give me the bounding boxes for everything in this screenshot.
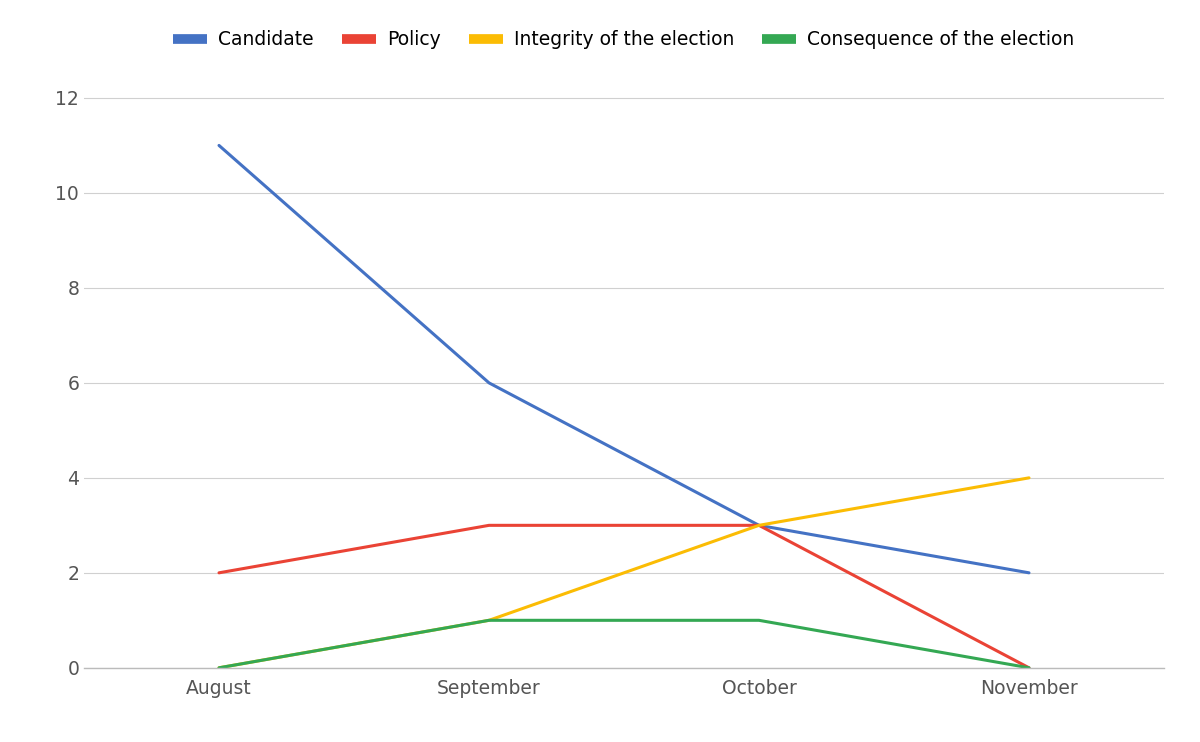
- Line: Integrity of the election: Integrity of the election: [220, 478, 1030, 668]
- Candidate: [751, 521, 767, 530]
- Consequence of the election: [482, 616, 497, 625]
- Integrity of the election: [1022, 473, 1037, 482]
- Policy: [212, 568, 227, 577]
- Integrity of the election: [751, 521, 767, 530]
- Candidate: [212, 141, 227, 150]
- Integrity of the election: [482, 616, 497, 625]
- Line: Candidate: Candidate: [220, 145, 1030, 573]
- Integrity of the election: [212, 663, 227, 672]
- Line: Policy: Policy: [220, 525, 1030, 668]
- Consequence of the election: [751, 616, 767, 625]
- Consequence of the election: [212, 663, 227, 672]
- Candidate: [1022, 568, 1037, 577]
- Consequence of the election: [1022, 663, 1037, 672]
- Policy: [482, 521, 497, 530]
- Legend: Candidate, Policy, Integrity of the election, Consequence of the election: Candidate, Policy, Integrity of the elec…: [173, 30, 1075, 49]
- Policy: [751, 521, 767, 530]
- Policy: [1022, 663, 1037, 672]
- Candidate: [482, 378, 497, 387]
- Line: Consequence of the election: Consequence of the election: [220, 620, 1030, 668]
